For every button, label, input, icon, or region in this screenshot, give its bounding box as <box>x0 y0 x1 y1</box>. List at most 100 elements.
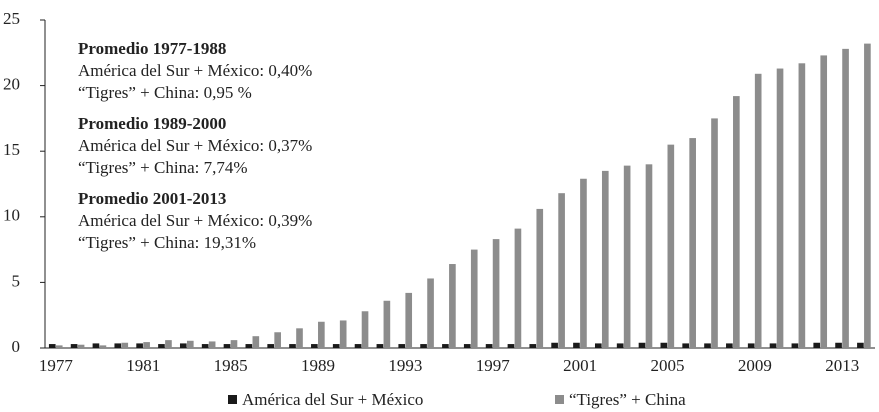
annotation-title: Promedio 1989-2000 <box>78 114 226 133</box>
y-tick-label: 20 <box>3 75 20 94</box>
bar <box>383 300 391 348</box>
legend-label: América del Sur + México <box>242 390 423 409</box>
x-tick-label: 1981 <box>126 356 160 375</box>
bar <box>136 343 143 348</box>
bar <box>420 344 427 348</box>
bar <box>645 164 653 348</box>
bar <box>114 343 122 348</box>
y-tick-label: 25 <box>3 9 20 28</box>
legend-label: “Tigres” + China <box>569 390 686 409</box>
bar <box>711 118 718 349</box>
bar <box>485 344 493 348</box>
bar <box>616 343 624 348</box>
bar <box>158 344 165 348</box>
bar <box>820 55 828 348</box>
bar <box>179 343 187 348</box>
bar <box>121 342 129 348</box>
bar <box>267 344 274 348</box>
bar <box>726 343 733 348</box>
bar <box>70 344 78 348</box>
bar <box>594 343 602 348</box>
bar <box>296 328 303 348</box>
bar <box>747 343 755 348</box>
bar <box>48 344 56 348</box>
bar <box>55 345 63 348</box>
x-tick-label: 1993 <box>388 356 422 375</box>
bar <box>339 320 347 348</box>
bar <box>398 344 406 348</box>
x-tick-label: 1977 <box>39 356 74 375</box>
bar <box>623 165 631 348</box>
bar <box>99 345 107 348</box>
y-tick-label: 10 <box>3 206 20 225</box>
bar <box>754 73 762 349</box>
annotation-line: América del Sur + México: 0,40% <box>78 61 312 80</box>
y-tick-label: 5 <box>12 271 21 290</box>
bar <box>638 342 646 348</box>
bar <box>864 43 871 349</box>
bar <box>143 342 150 348</box>
bar <box>361 311 369 348</box>
bar <box>427 278 434 348</box>
annotation-line: América del Sur + México: 0,39% <box>78 211 312 230</box>
bar <box>463 344 471 348</box>
x-tick-label: 1997 <box>476 356 511 375</box>
legend-swatch <box>555 395 564 404</box>
annotation-title: Promedio 1977-1988 <box>78 39 226 58</box>
bar <box>689 138 696 348</box>
bar <box>311 344 318 348</box>
bar <box>551 342 558 348</box>
bar <box>252 336 260 348</box>
bar <box>529 344 537 348</box>
bar <box>769 343 777 348</box>
bar <box>798 63 806 349</box>
bar <box>354 344 362 348</box>
bar <box>791 343 799 348</box>
bar <box>274 332 281 348</box>
bar <box>536 208 544 348</box>
bar <box>201 344 209 348</box>
bar <box>165 340 172 348</box>
bar <box>376 344 384 348</box>
bar <box>580 178 587 348</box>
x-tick-label: 2001 <box>563 356 597 375</box>
bar <box>289 344 296 348</box>
bar <box>208 341 216 348</box>
bar <box>704 343 711 348</box>
bar <box>230 340 238 348</box>
x-tick-label: 2013 <box>825 356 859 375</box>
bar <box>573 342 580 348</box>
bar <box>92 343 100 348</box>
y-tick-label: 0 <box>12 337 21 356</box>
bar <box>733 96 740 348</box>
bar <box>682 343 689 348</box>
bar <box>405 292 413 348</box>
y-tick-label: 15 <box>3 140 20 159</box>
bar <box>813 342 821 348</box>
bar <box>660 342 668 348</box>
bar <box>558 193 565 348</box>
bar <box>449 264 456 348</box>
bar <box>332 344 340 348</box>
bar <box>186 340 194 348</box>
annotation-line: América del Sur + México: 0,37% <box>78 136 312 155</box>
bar <box>507 344 515 348</box>
bar <box>442 344 449 348</box>
annotation-line: “Tigres” + China: 0,95 % <box>78 83 252 102</box>
bar <box>776 68 784 348</box>
x-tick-label: 1985 <box>214 356 248 375</box>
bar <box>857 342 864 348</box>
x-tick-label: 2009 <box>738 356 772 375</box>
bar <box>223 344 231 348</box>
bar <box>667 144 675 348</box>
bar <box>842 48 849 348</box>
annotation-line: “Tigres” + China: 19,31% <box>78 233 256 252</box>
bar <box>835 342 842 348</box>
x-tick-label: 1989 <box>301 356 335 375</box>
bar <box>601 170 609 348</box>
bar <box>492 239 500 348</box>
bar <box>318 321 325 348</box>
bar <box>245 344 253 348</box>
annotation-line: “Tigres” + China: 7,74% <box>78 158 248 177</box>
